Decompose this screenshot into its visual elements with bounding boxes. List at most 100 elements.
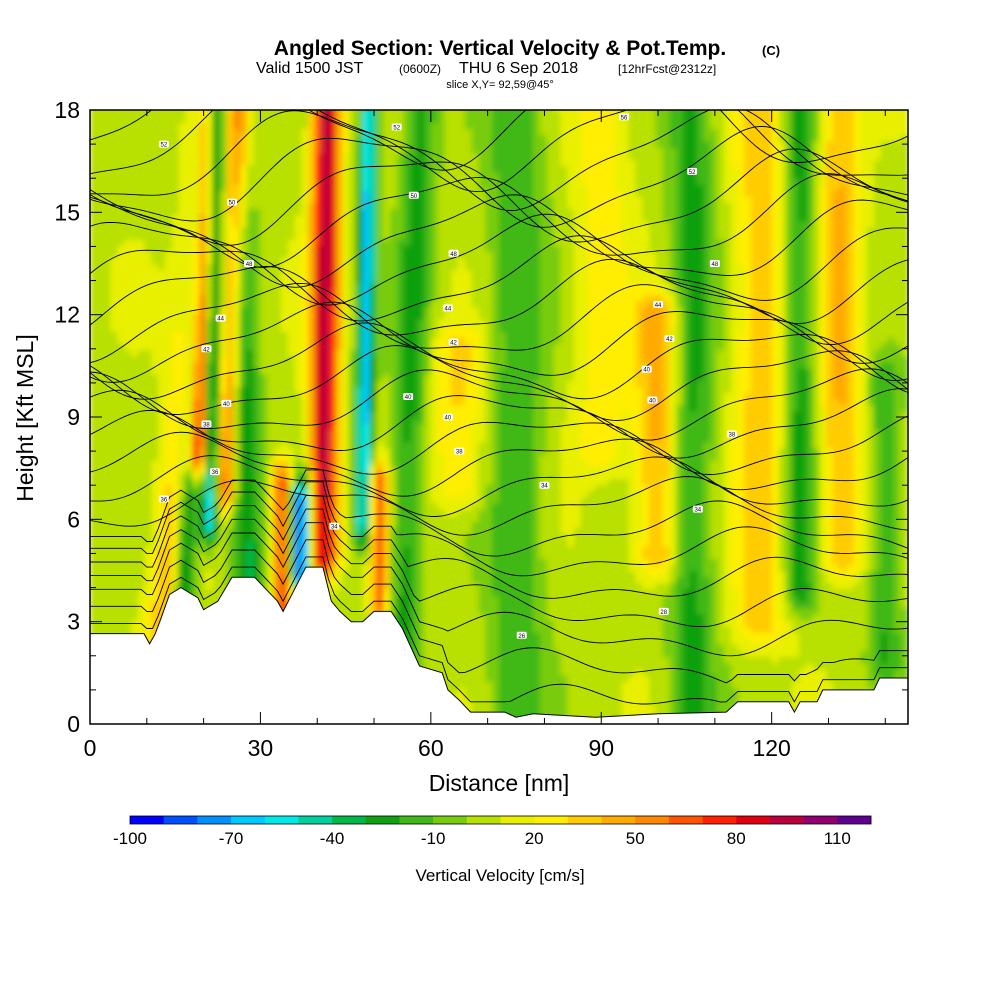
velocity-cell <box>417 122 425 130</box>
velocity-cell <box>110 527 119 535</box>
velocity-cell <box>137 220 146 228</box>
velocity-cell <box>151 410 159 418</box>
velocity-cell <box>130 331 139 338</box>
velocity-cell <box>205 140 214 148</box>
velocity-cell <box>362 355 371 363</box>
velocity-cell <box>383 202 391 209</box>
velocity-cell <box>110 564 119 572</box>
velocity-cell <box>171 539 180 547</box>
velocity-cell <box>287 509 296 516</box>
velocity-cell <box>103 441 112 449</box>
velocity-cell <box>233 545 241 553</box>
velocity-cell <box>417 435 425 443</box>
velocity-cell <box>96 564 105 572</box>
velocity-cell <box>226 349 234 357</box>
velocity-cell <box>137 331 146 338</box>
velocity-cell <box>253 159 262 166</box>
velocity-cell <box>396 257 405 265</box>
velocity-cell <box>90 386 98 394</box>
velocity-cell <box>137 128 146 136</box>
velocity-cell <box>151 527 159 535</box>
velocity-cell <box>219 343 228 351</box>
velocity-cell <box>185 306 193 314</box>
velocity-cell <box>424 564 432 572</box>
velocity-cell <box>219 386 228 394</box>
velocity-cell <box>192 447 200 455</box>
velocity-cell <box>110 312 119 320</box>
velocity-cell <box>267 423 275 430</box>
velocity-cell <box>90 496 98 504</box>
velocity-cell <box>315 177 323 185</box>
velocity-cell <box>171 263 180 271</box>
velocity-cell <box>389 177 398 185</box>
velocity-cell <box>137 171 146 179</box>
velocity-cell <box>287 423 296 430</box>
velocity-cell <box>165 374 173 381</box>
velocity-cell <box>335 140 343 148</box>
velocity-cell <box>349 545 357 553</box>
velocity-cell <box>124 570 132 578</box>
velocity-cell <box>165 128 173 136</box>
velocity-cell <box>335 410 343 418</box>
velocity-cell <box>205 337 214 345</box>
velocity-cell <box>396 447 405 455</box>
velocity-cell <box>342 306 350 314</box>
velocity-cell <box>315 202 323 209</box>
velocity-cell <box>355 539 364 547</box>
velocity-cell <box>192 159 200 166</box>
velocity-cell <box>96 110 105 117</box>
velocity-cell <box>417 539 425 547</box>
velocity-cell <box>308 447 316 455</box>
velocity-cell <box>96 196 105 203</box>
velocity-cell <box>403 576 412 584</box>
velocity-cell <box>178 288 187 295</box>
velocity-cell <box>308 331 316 338</box>
velocity-cell <box>342 165 350 173</box>
velocity-cell <box>342 269 350 277</box>
velocity-cell <box>246 324 255 332</box>
velocity-cell <box>335 196 343 203</box>
velocity-cell <box>110 496 119 504</box>
velocity-cell <box>260 484 268 492</box>
velocity-cell <box>342 515 350 523</box>
velocity-cell <box>315 294 323 302</box>
velocity-cell <box>192 294 200 302</box>
velocity-cell <box>110 275 119 283</box>
velocity-cell <box>246 558 255 566</box>
velocity-cell <box>342 208 350 216</box>
velocity-cell <box>342 588 350 596</box>
velocity-cell <box>253 116 262 123</box>
velocity-cell <box>321 294 330 302</box>
velocity-cell <box>410 214 418 222</box>
velocity-cell <box>171 435 180 443</box>
velocity-cell <box>389 165 398 173</box>
velocity-cell <box>403 196 412 203</box>
velocity-cell <box>315 552 323 559</box>
velocity-cell <box>383 453 391 461</box>
velocity-cell <box>233 515 241 523</box>
velocity-cell <box>383 509 391 516</box>
velocity-cell <box>151 447 159 455</box>
velocity-cell <box>151 490 159 498</box>
velocity-cell <box>103 134 112 142</box>
velocity-cell <box>124 595 132 602</box>
velocity-cell <box>110 343 119 351</box>
velocity-cell <box>96 509 105 516</box>
velocity-cell <box>130 202 139 209</box>
velocity-cell <box>240 189 248 197</box>
velocity-cell <box>110 367 119 375</box>
velocity-cell <box>321 128 330 136</box>
velocity-cell <box>342 245 350 252</box>
velocity-cell <box>233 251 241 259</box>
velocity-cell <box>124 318 132 326</box>
velocity-cell <box>178 355 187 363</box>
velocity-cell <box>355 183 364 191</box>
velocity-cell <box>389 196 398 203</box>
velocity-cell <box>192 478 200 486</box>
velocity-cell <box>424 496 432 504</box>
velocity-cell <box>137 165 146 173</box>
velocity-cell <box>165 539 173 547</box>
velocity-cell <box>137 595 146 602</box>
velocity-cell <box>349 533 357 541</box>
velocity-cell <box>103 214 112 222</box>
